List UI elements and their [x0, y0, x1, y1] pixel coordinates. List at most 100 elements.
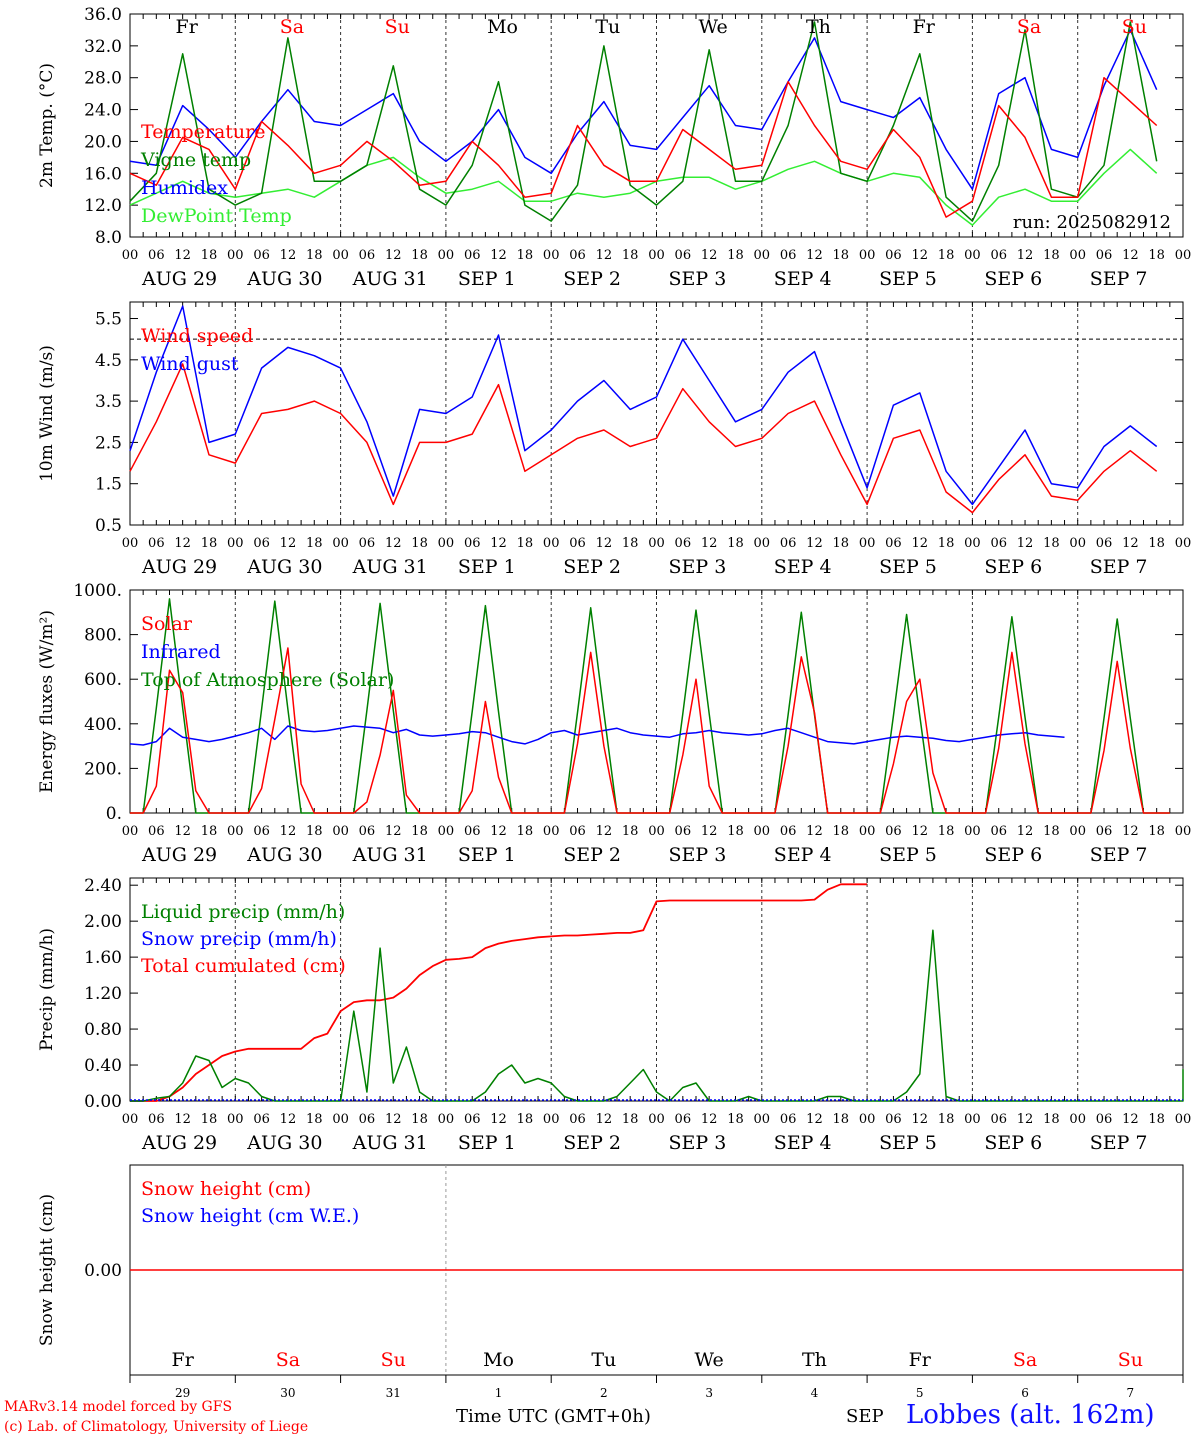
date-label: SEP 5 [879, 556, 937, 578]
weekday-label: Sa [280, 16, 304, 38]
hour-tick-label: 00 [227, 248, 244, 263]
hour-tick-label: 06 [148, 1112, 165, 1127]
y-tick-label: 28.0 [84, 69, 122, 89]
hour-tick-label: 12 [1122, 1112, 1139, 1127]
hour-tick-label: 18 [833, 824, 850, 839]
weekday-label: Mo [487, 16, 518, 38]
bottom-weekday-label: Th [802, 1349, 827, 1371]
hour-tick-label: 18 [1148, 248, 1165, 263]
hour-tick-label: 06 [464, 824, 481, 839]
hour-tick-label: 00 [754, 824, 771, 839]
hour-tick-label: 18 [622, 824, 639, 839]
x-axis-title: Time UTC (GMT+0h) [456, 1406, 651, 1427]
hour-tick-label: 12 [911, 824, 928, 839]
date-label: AUG 29 [141, 1132, 217, 1154]
hour-tick-label: 12 [490, 824, 507, 839]
panel-frame [129, 301, 1184, 526]
hour-tick-label: 18 [938, 536, 955, 551]
hour-tick-label: 18 [517, 536, 534, 551]
date-label: AUG 29 [141, 556, 217, 578]
hour-tick-label: 18 [622, 1112, 639, 1127]
hour-tick-label: 00 [438, 536, 455, 551]
legend-entry: Liquid precip (mm/h) [141, 901, 345, 923]
hour-tick-label: 00 [543, 1112, 560, 1127]
hour-tick-label: 00 [648, 536, 665, 551]
y-tick-label: 1.5 [95, 475, 122, 495]
hour-tick-label: 18 [938, 824, 955, 839]
bottom-weekday-label: Sa [1013, 1349, 1037, 1371]
hour-tick-label: 00 [1175, 1112, 1192, 1127]
hour-tick-label: 06 [359, 248, 376, 263]
hour-tick-label: 18 [201, 824, 218, 839]
hour-tick-label: 18 [1043, 248, 1060, 263]
hour-tick-label: 06 [569, 824, 586, 839]
bottom-weekday-label: Su [1118, 1349, 1143, 1371]
hour-tick-label: 12 [490, 248, 507, 263]
hour-tick-label: 00 [859, 824, 876, 839]
hour-tick-label: 06 [675, 536, 692, 551]
hour-tick-label: 06 [675, 1112, 692, 1127]
date-label: SEP 3 [669, 268, 727, 290]
y-tick-label: 3.5 [95, 392, 122, 412]
hour-tick-label: 00 [438, 824, 455, 839]
hour-tick-label: 00 [332, 824, 349, 839]
bottom-day-number: 29 [175, 1386, 190, 1400]
hour-tick-label: 12 [280, 824, 297, 839]
hour-tick-label: 12 [701, 248, 718, 263]
series-line-top-of-atmosphere-solar- [130, 598, 1170, 814]
date-label: SEP 5 [879, 268, 937, 290]
hour-tick-label: 12 [806, 536, 823, 551]
date-label: AUG 31 [352, 1132, 428, 1154]
hour-tick-label: 00 [227, 1112, 244, 1127]
hour-tick-label: 00 [332, 248, 349, 263]
date-label: AUG 31 [352, 556, 428, 578]
date-label: SEP 1 [458, 1132, 516, 1154]
hour-tick-label: 12 [174, 248, 191, 263]
y-tick-label: 0.5 [95, 516, 122, 536]
hour-tick-label: 12 [1017, 824, 1034, 839]
bottom-weekday-label: Fr [909, 1349, 932, 1371]
hour-tick-label: 18 [411, 824, 428, 839]
date-label: SEP 2 [563, 556, 621, 578]
bottom-day-number: 6 [1021, 1386, 1029, 1400]
legend-entry: Temperature [141, 121, 265, 143]
legend-entry: Wind speed [141, 325, 253, 347]
hour-tick-label: 06 [1096, 248, 1113, 263]
y-tick-label: 1000. [73, 581, 122, 601]
y-tick-label: 16.0 [84, 164, 122, 184]
hour-tick-label: 18 [727, 536, 744, 551]
hour-tick-label: 06 [569, 1112, 586, 1127]
model-credit: MARv3.14 model forced by GFS [4, 1399, 233, 1415]
hour-tick-label: 06 [990, 1112, 1007, 1127]
hour-tick-label: 12 [1122, 248, 1139, 263]
hour-tick-label: 18 [201, 536, 218, 551]
hour-tick-label: 00 [1175, 248, 1192, 263]
hour-tick-label: 12 [596, 536, 613, 551]
y-tick-label: 800. [84, 626, 122, 646]
hour-tick-label: 18 [306, 536, 323, 551]
hour-tick-label: 00 [964, 824, 981, 839]
hour-tick-label: 18 [1148, 536, 1165, 551]
series-line-liquid-precip-mm-h- [130, 929, 1184, 1102]
bottom-weekday-label: Fr [172, 1349, 195, 1371]
legend-entry: Total cumulated (cm) [141, 955, 346, 977]
hour-tick-label: 06 [1096, 536, 1113, 551]
legend-entry: Top of Atmosphere (Solar) [141, 669, 394, 691]
legend-entry: Snow height (cm W.E.) [141, 1205, 359, 1227]
hour-tick-label: 00 [1069, 824, 1086, 839]
hour-tick-label: 18 [1148, 824, 1165, 839]
hour-tick-label: 06 [464, 248, 481, 263]
y-tick-label: 0.00 [84, 1092, 122, 1112]
hour-tick-label: 00 [1175, 536, 1192, 551]
hour-tick-label: 06 [253, 536, 270, 551]
hour-tick-label: 18 [201, 248, 218, 263]
hour-tick-label: 18 [517, 824, 534, 839]
y-tick-label: 0. [106, 804, 122, 824]
bottom-weekday-label: Sa [276, 1349, 300, 1371]
legend-entry: DewPoint Temp [141, 205, 292, 227]
hour-tick-label: 18 [1043, 536, 1060, 551]
hour-tick-label: 00 [859, 536, 876, 551]
hour-tick-label: 00 [964, 248, 981, 263]
hour-tick-label: 18 [727, 1112, 744, 1127]
hour-tick-label: 18 [622, 248, 639, 263]
